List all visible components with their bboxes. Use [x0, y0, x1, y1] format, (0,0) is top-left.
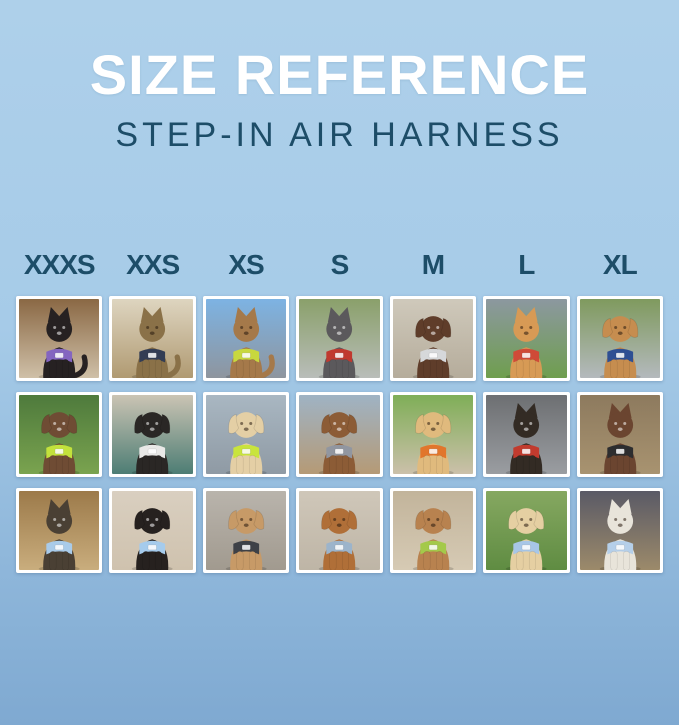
photo-frame-xl-row1 [576, 296, 663, 382]
size-header-row: XXXS XXS XS S M L XL [0, 250, 679, 281]
dog-silhouette [599, 316, 641, 379]
dog-silhouette [319, 412, 360, 475]
dog-silhouette [412, 316, 454, 379]
photo-frame-s-row2 [296, 392, 383, 478]
dog-silhouette [599, 403, 641, 475]
dog-silhouette [412, 412, 454, 475]
pet-photo [299, 299, 380, 379]
pet-photo [579, 299, 660, 379]
pet-photo [112, 491, 193, 571]
pet-photo [112, 395, 193, 475]
photo-frame-xl-row3 [576, 488, 663, 574]
size-label-m: M [421, 249, 445, 281]
photo-frame-xxs-row1 [109, 296, 196, 382]
dog-silhouette [505, 508, 547, 571]
photo-frame-s-row3 [296, 488, 383, 574]
photo-grid [0, 296, 679, 574]
pet-photo [392, 491, 474, 571]
pet-photo [392, 395, 474, 475]
pet-photo [579, 395, 660, 475]
pet-photo [299, 491, 380, 571]
cat-silhouette [38, 307, 88, 379]
dog-silhouette [505, 403, 547, 475]
photo-frame-l-row1 [483, 296, 570, 382]
photo-frame-xs-row3 [202, 488, 290, 574]
pet-photo [19, 395, 100, 475]
size-label-l: L [518, 249, 535, 281]
cat-silhouette [225, 307, 275, 379]
photo-frame-m-row1 [389, 296, 477, 382]
dog-silhouette [505, 307, 547, 379]
size-label-xxs: XXS [126, 249, 180, 281]
pet-photo [486, 299, 567, 379]
pet-photo [392, 299, 474, 379]
dog-silhouette [132, 412, 174, 475]
dog-silhouette [412, 508, 454, 571]
photo-frame-xxxs-row3 [16, 488, 103, 574]
photo-frame-s-row1 [296, 296, 383, 382]
pet-photo [112, 299, 193, 379]
pet-photo [19, 299, 100, 379]
pet-photo [299, 395, 380, 475]
photo-frame-l-row2 [483, 392, 570, 478]
photo-frame-xs-row2 [202, 392, 290, 478]
size-label-xl: XL [602, 249, 638, 281]
photo-frame-m-row3 [389, 488, 477, 574]
pet-photo [19, 491, 100, 571]
page-subtitle: STEP-IN AIR HARNESS [115, 115, 564, 154]
photo-frame-m-row2 [389, 392, 477, 478]
photo-frame-l-row3 [483, 488, 570, 574]
dog-silhouette [225, 412, 267, 475]
pet-photo [205, 395, 287, 475]
photo-frame-xl-row2 [576, 392, 663, 478]
size-label-s: S [330, 249, 350, 281]
dog-silhouette [319, 307, 360, 379]
pet-photo [486, 395, 567, 475]
photo-frame-xxxs-row2 [16, 392, 103, 478]
size-label-xs: XS [228, 249, 264, 281]
pet-photo [205, 299, 287, 379]
pet-photo [205, 491, 287, 571]
dog-silhouette [319, 508, 360, 571]
dog-silhouette [38, 412, 80, 475]
photo-frame-xxxs-row1 [16, 296, 103, 382]
dog-silhouette [225, 508, 267, 571]
cat-silhouette [132, 307, 182, 379]
pet-photo [486, 491, 567, 571]
dog-silhouette [132, 508, 174, 571]
pet-photo [579, 491, 660, 571]
page-title: SIZE REFERENCE [89, 43, 590, 106]
photo-frame-xxs-row3 [109, 488, 196, 574]
photo-frame-xs-row1 [202, 296, 290, 382]
dog-silhouette [38, 499, 80, 571]
size-label-xxxs: XXXS [23, 249, 96, 281]
dog-silhouette [599, 499, 641, 571]
photo-frame-xxs-row2 [109, 392, 196, 478]
